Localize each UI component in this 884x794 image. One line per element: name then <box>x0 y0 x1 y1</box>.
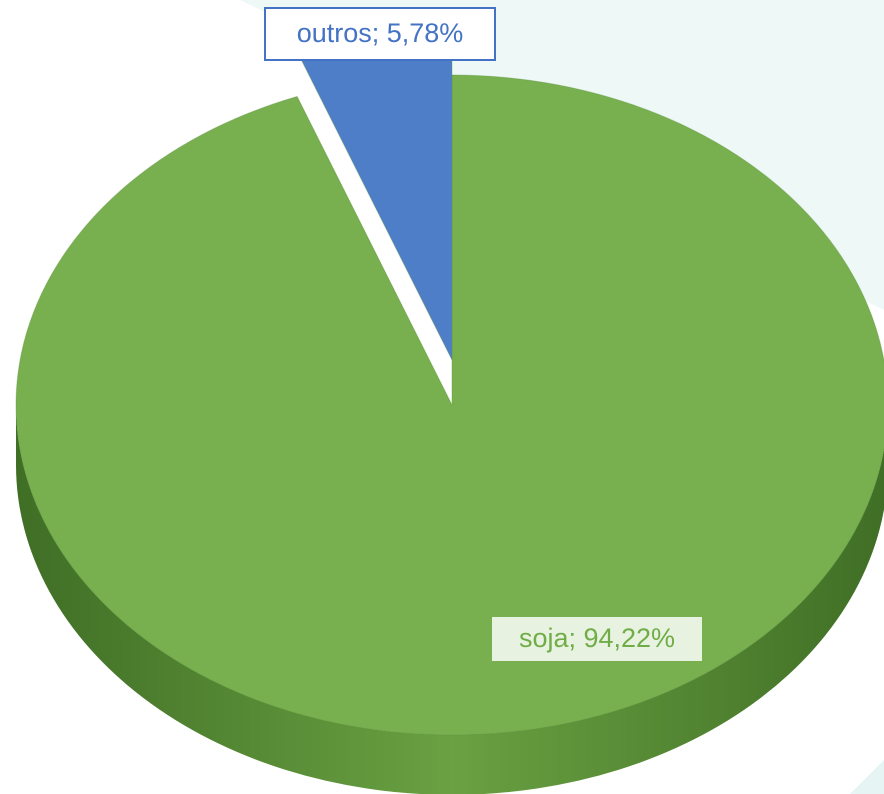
background-shape <box>850 760 884 794</box>
label-box <box>264 7 496 61</box>
slice <box>15 74 884 736</box>
slice-side <box>16 405 884 794</box>
pie <box>15 29 884 794</box>
label-box <box>492 617 702 661</box>
data-label: outros; 5,78% <box>297 18 464 48</box>
data-label: soja; 94,22% <box>519 623 675 653</box>
